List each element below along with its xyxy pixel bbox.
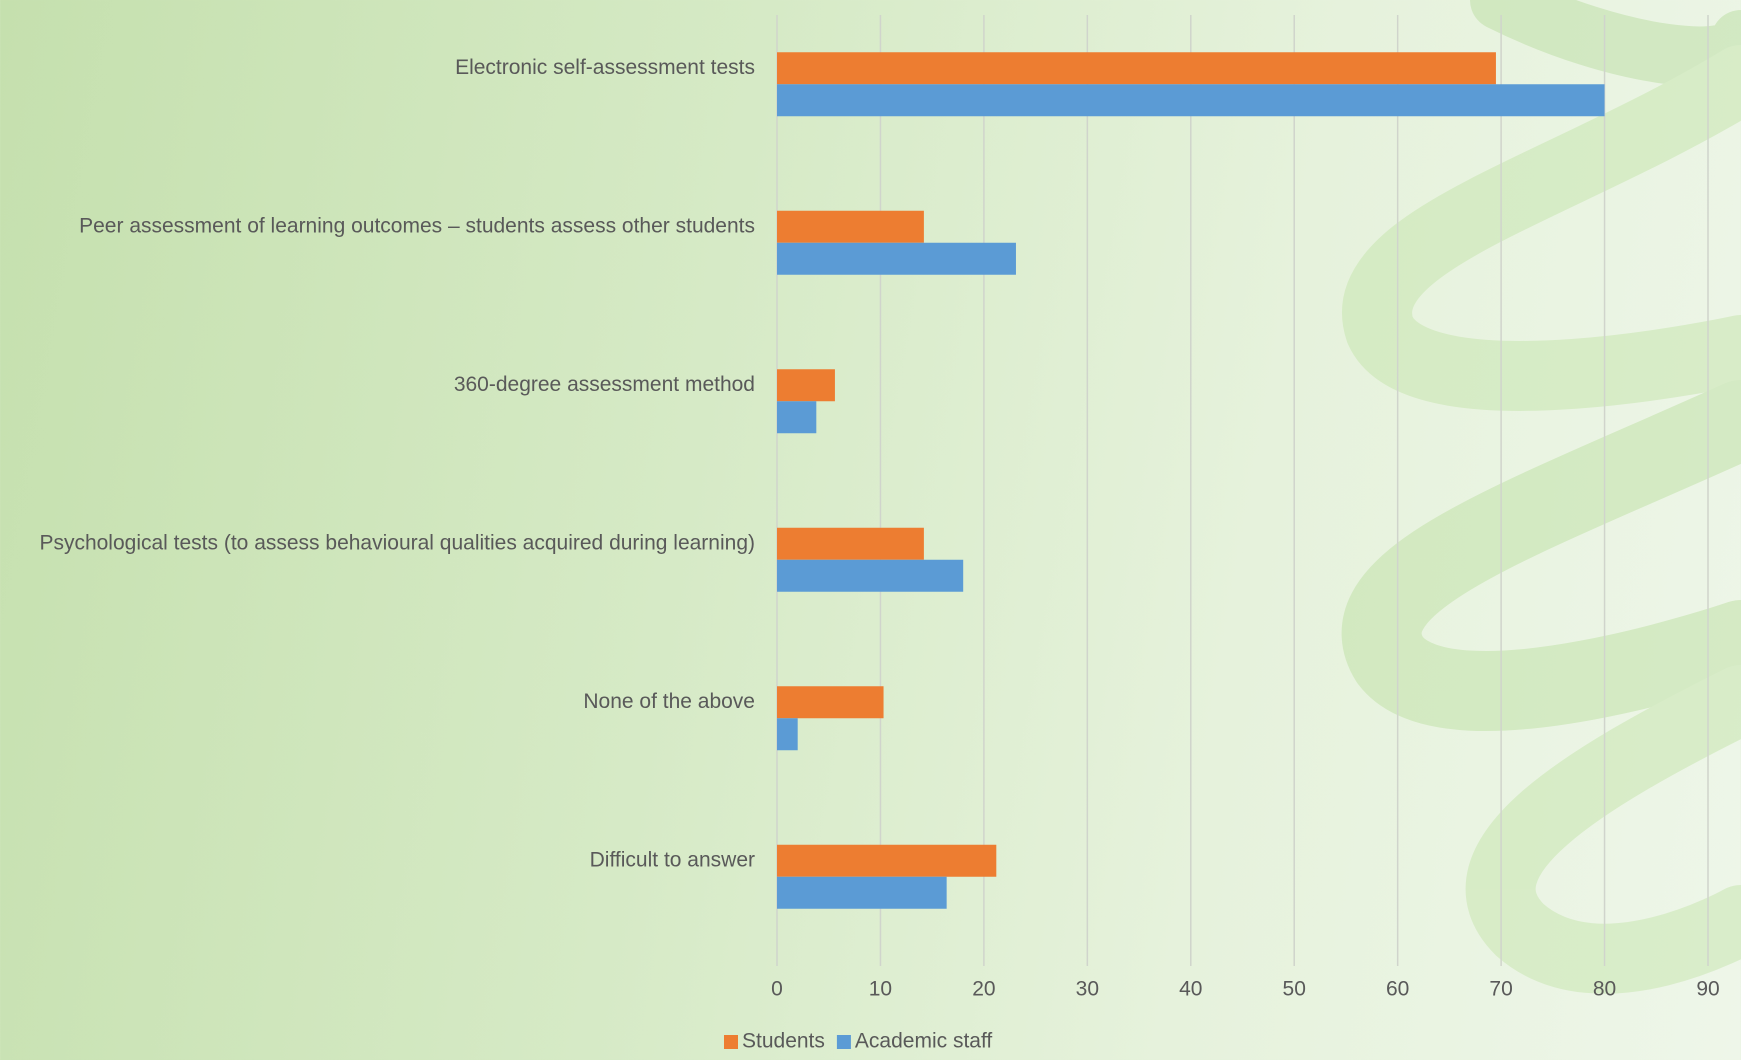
legend-swatch (724, 1035, 738, 1049)
x-tick-label: 10 (869, 978, 892, 1001)
ribbon (1342, 45, 1741, 411)
y-tick-label: Electronic self-assessment tests (455, 56, 755, 79)
bar (777, 844, 997, 877)
y-tick-label: None of the above (583, 690, 755, 713)
legend-label: Students (742, 1030, 825, 1053)
bar (777, 369, 835, 402)
ribbon (1341, 380, 1741, 732)
bar (777, 401, 817, 434)
bar (777, 686, 884, 719)
bar (777, 559, 964, 592)
bar (777, 210, 924, 243)
x-tick-label: 70 (1489, 978, 1512, 1001)
bar (777, 527, 924, 560)
y-tick-label: 360-degree assessment method (454, 373, 755, 396)
y-tick-label: Peer assessment of learning outcomes – s… (79, 214, 755, 237)
x-tick-label: 20 (972, 978, 995, 1001)
x-tick-label: 50 (1283, 978, 1306, 1001)
x-tick-label: 60 (1386, 978, 1409, 1001)
x-tick-label: 80 (1593, 978, 1616, 1001)
x-tick-label: 40 (1179, 978, 1202, 1001)
x-tick-label: 90 (1696, 978, 1719, 1001)
ribbon (1465, 665, 1741, 994)
y-tick-label: Difficult to answer (590, 848, 755, 871)
x-tick-label: 0 (771, 978, 783, 1001)
x-tick-label: 30 (1076, 978, 1099, 1001)
plot: 0 10 20 30 40 50 60 70 80 90 Electronic self-asses… (39, 15, 1720, 1053)
bar (777, 242, 1016, 275)
bar (777, 876, 947, 909)
bar (777, 718, 798, 751)
bar (777, 52, 1496, 85)
bar (777, 84, 1605, 117)
background-ribbons (1341, 0, 1741, 994)
legend-label: Academic staff (855, 1030, 993, 1053)
legend-swatch (836, 1035, 851, 1049)
y-tick-label: Psychological tests (to assess behaviour… (39, 531, 755, 554)
ribbon (1470, 0, 1741, 87)
